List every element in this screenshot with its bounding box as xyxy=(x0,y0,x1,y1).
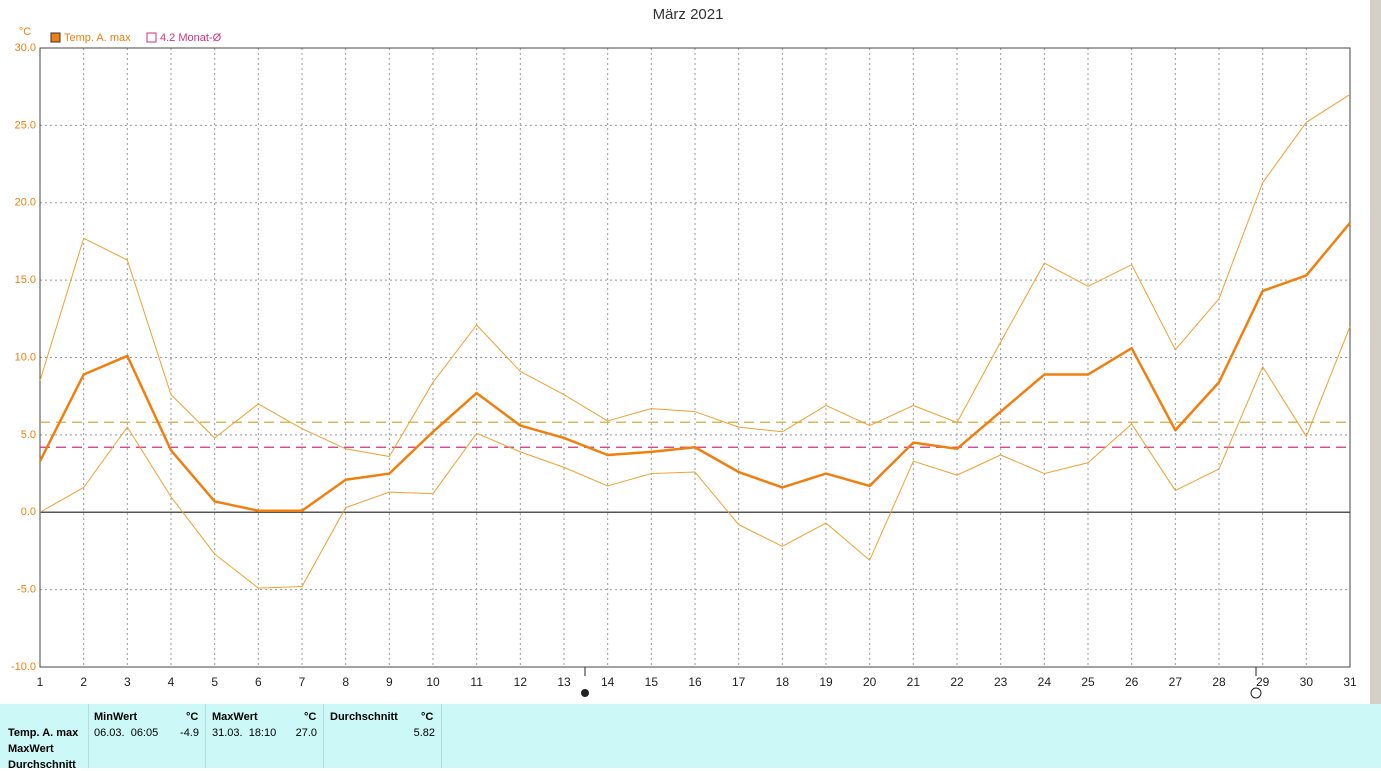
x-tick-label: 15 xyxy=(645,675,659,689)
x-tick-label: 7 xyxy=(299,675,306,689)
table-cell: 27.0 xyxy=(295,727,317,739)
y-tick-label: 30.0 xyxy=(15,42,36,54)
y-tick-label: 20.0 xyxy=(15,197,36,209)
series-line xyxy=(39,326,1351,589)
side-strip xyxy=(1370,0,1381,704)
table-header: MinWert xyxy=(94,711,138,723)
y-tick-label: -10.0 xyxy=(11,661,36,673)
x-tick-label: 21 xyxy=(907,675,921,689)
x-tick-label: 13 xyxy=(557,675,571,689)
x-tick-label: 30 xyxy=(1300,675,1314,689)
legend-swatch xyxy=(50,32,61,43)
table-column xyxy=(323,704,442,768)
x-tick-label: 11 xyxy=(470,675,483,689)
x-tick-label: 25 xyxy=(1081,675,1095,689)
x-tick-label: 31 xyxy=(1343,675,1357,689)
x-tick-label: 6 xyxy=(255,675,262,689)
series-line xyxy=(39,94,1351,458)
table-header: °C xyxy=(186,711,199,723)
x-tick-label: 8 xyxy=(342,675,349,689)
table-header: Durchschnitt xyxy=(330,711,398,723)
stats-table: Temp. A. max MaxWert Durchschnitt MinWer… xyxy=(0,704,1381,771)
x-tick-label: 19 xyxy=(819,675,833,689)
y-unit: °C xyxy=(19,26,31,38)
table-cell: -4.9 xyxy=(180,727,199,739)
legend-label: 4.2 Monat-Ø xyxy=(160,32,222,44)
table-header: °C xyxy=(421,711,434,723)
series-line xyxy=(38,222,1351,512)
legend-swatch xyxy=(146,32,157,43)
y-tick-label: 15.0 xyxy=(15,274,36,286)
x-tick-label: 9 xyxy=(386,675,393,689)
x-tick-label: 22 xyxy=(950,675,964,689)
row-label: MaxWert xyxy=(8,743,54,755)
x-tick-label: 17 xyxy=(732,675,746,689)
chart-title: März 2021 xyxy=(653,6,724,23)
y-tick-label: 0.0 xyxy=(21,506,36,518)
x-tick-label: 2 xyxy=(80,675,87,689)
row-label: Temp. A. max xyxy=(8,727,79,739)
x-tick-label: 28 xyxy=(1212,675,1226,689)
y-tick-label: 25.0 xyxy=(15,119,36,131)
x-tick-label: 10 xyxy=(426,675,440,689)
x-tick-label: 4 xyxy=(168,675,175,689)
x-tick-label: 18 xyxy=(776,675,790,689)
moon-icon xyxy=(1250,687,1262,699)
x-tick-label: 24 xyxy=(1038,675,1052,689)
x-tick-label: 20 xyxy=(863,675,877,689)
table-cell: 31.03. 18:10 xyxy=(212,727,277,739)
y-tick-label: 5.0 xyxy=(21,429,36,441)
x-tick-label: 16 xyxy=(688,675,702,689)
x-tick-label: 29 xyxy=(1256,675,1270,689)
table-header: °C xyxy=(304,711,317,723)
x-tick-label: 27 xyxy=(1169,675,1183,689)
table-header: MaxWert xyxy=(212,711,258,723)
chart: März 2021 °C Temp. A. max 4.2 Monat-Ø -1… xyxy=(11,0,1381,704)
x-tick-label: 3 xyxy=(124,675,131,689)
y-tick-label: 10.0 xyxy=(15,351,36,363)
legend-label: Temp. A. max xyxy=(64,32,131,44)
x-tick-label: 23 xyxy=(994,675,1008,689)
row-label: Durchschnitt xyxy=(8,759,76,771)
x-tick-label: 1 xyxy=(37,675,44,689)
moon-icon xyxy=(581,689,589,697)
x-tick-label: 12 xyxy=(514,675,528,689)
y-tick-label: -5.0 xyxy=(17,584,36,596)
x-tick-label: 26 xyxy=(1125,675,1139,689)
x-tick-label: 5 xyxy=(211,675,218,689)
table-cell: 06.03. 06:05 xyxy=(94,727,159,739)
table-cell: 5.82 xyxy=(413,727,435,739)
plot-frame xyxy=(39,47,1351,668)
x-tick-label: 14 xyxy=(601,675,615,689)
